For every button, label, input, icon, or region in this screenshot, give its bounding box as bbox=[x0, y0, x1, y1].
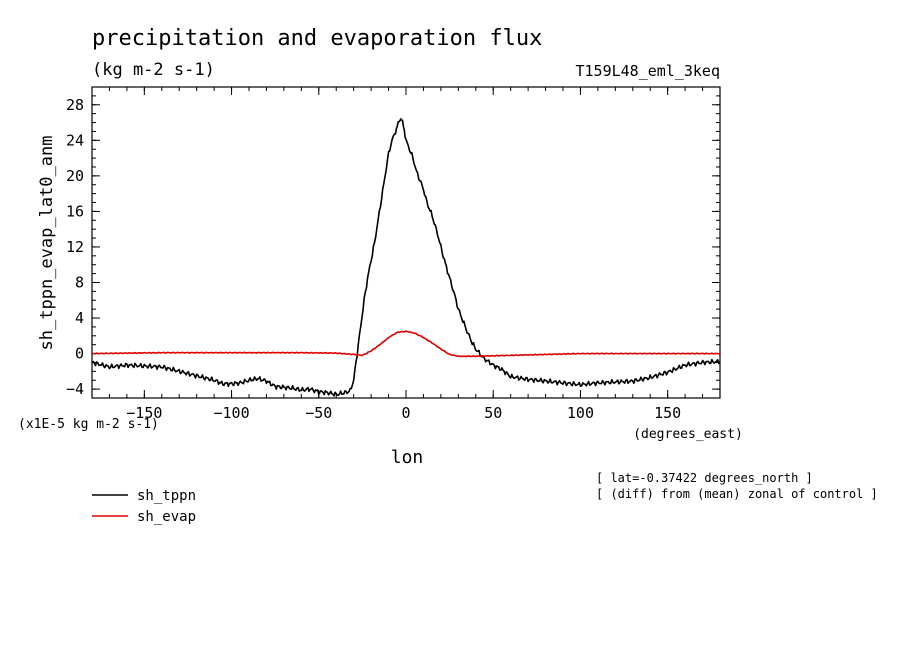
y-axis-label: sh_tppn_evap_lat0_anm bbox=[37, 136, 57, 351]
x-axis-label: lon bbox=[391, 447, 424, 468]
series-line-sh-evap bbox=[91, 330, 721, 358]
chart-title: precipitation and evaporation flux bbox=[92, 26, 542, 51]
x-tick-label: 150 bbox=[654, 404, 681, 422]
x-tick-label: 0 bbox=[401, 404, 410, 422]
x-units-label: (degrees_east) bbox=[633, 427, 743, 442]
legend: sh_tppn sh_evap bbox=[92, 488, 196, 525]
axes: −150 −100 −50 0 50 100 150 −4 0 4 8 12 16 20 24 28 bbox=[66, 86, 721, 422]
y-tick-label: 0 bbox=[75, 345, 84, 363]
plot-lines bbox=[91, 118, 721, 397]
note-latitude: [ lat=-0.37422 degrees_north ] bbox=[596, 471, 813, 485]
x-tick-label: −150 bbox=[126, 404, 162, 422]
y-units-label: (x1E-5 kg m-2 s-1) bbox=[18, 417, 159, 432]
series-line-sh-tppn bbox=[91, 118, 721, 397]
legend-label-sh-evap: sh_evap bbox=[137, 509, 196, 525]
y-tick-label: 20 bbox=[66, 167, 84, 185]
x-tick-label: −50 bbox=[305, 404, 332, 422]
chart-subtitle: (kg m-2 s-1) bbox=[92, 60, 215, 80]
x-tick-label: 50 bbox=[484, 404, 502, 422]
y-tick-label: 28 bbox=[66, 96, 84, 114]
y-tick-label: 16 bbox=[66, 202, 84, 220]
y-tick-label: 12 bbox=[66, 238, 84, 256]
plot-frame bbox=[91, 86, 721, 399]
y-tick-label: −4 bbox=[66, 380, 84, 398]
x-tick-label: −100 bbox=[213, 404, 249, 422]
legend-label-sh-tppn: sh_tppn bbox=[137, 488, 196, 504]
y-tick-label: 4 bbox=[75, 309, 84, 327]
y-axis-label-group: sh_tppn_evap_lat0_anm bbox=[37, 136, 57, 351]
run-label: T159L48_eml_3keq bbox=[576, 62, 721, 80]
note-diff: [ (diff) from (mean) zonal of control ] bbox=[596, 487, 878, 501]
y-tick-label: 8 bbox=[75, 273, 84, 291]
y-tick-label: 24 bbox=[66, 131, 84, 149]
x-tick-label: 100 bbox=[567, 404, 594, 422]
